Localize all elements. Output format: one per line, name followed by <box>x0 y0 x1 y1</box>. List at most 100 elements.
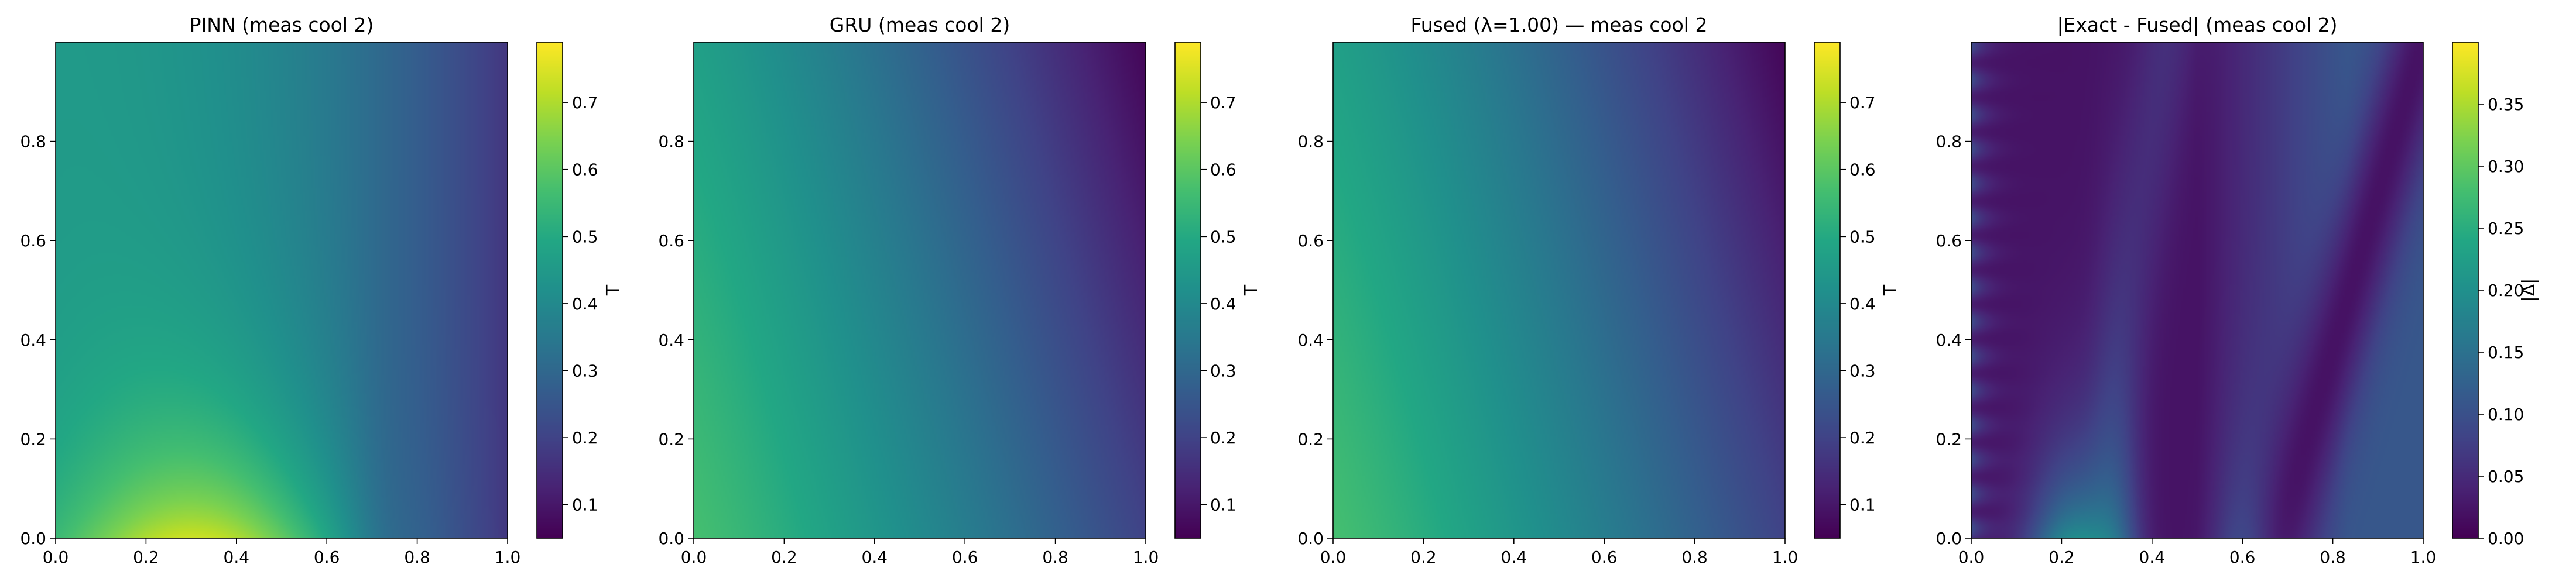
x-tick-label: 0.4 <box>224 548 250 567</box>
y-tick-label: 0.2 <box>1936 429 1962 449</box>
y-tick-label: 0.6 <box>20 231 46 250</box>
y-tick-label: 0.2 <box>20 429 46 449</box>
colorbar-tick-label: 0.2 <box>1849 428 1876 448</box>
y-tick-label: 0.2 <box>1297 429 1324 449</box>
colorbar-tick-label: 0.3 <box>1849 362 1876 381</box>
colorbar-frame <box>536 42 563 539</box>
colorbar-frame <box>1814 42 1841 539</box>
y-tick-label: 0.4 <box>1936 331 1962 350</box>
colorbar-tick-label: 0.5 <box>572 227 598 246</box>
colorbar <box>1175 42 1201 538</box>
colorbar-tick-label: 0.1 <box>572 495 598 515</box>
x-tick-label: 0.8 <box>1042 548 1068 567</box>
colorbar-label: T <box>603 284 624 296</box>
colorbar-tick-label: 0.35 <box>2488 95 2524 114</box>
x-tick-label: 0.8 <box>404 548 430 567</box>
x-tick-label: 0.8 <box>2320 548 2346 567</box>
colorbar-tick-label: 0.20 <box>2488 281 2524 300</box>
colorbar-label: |Δ| <box>2519 278 2539 302</box>
colorbar-tick-label: 0.6 <box>1849 160 1876 180</box>
colorbar-tick-label: 0.05 <box>2488 467 2524 486</box>
x-tick-label: 1.0 <box>2410 548 2437 567</box>
colorbar-tick-label: 0.7 <box>1210 93 1236 112</box>
x-tick-label: 0.2 <box>2049 548 2075 567</box>
colorbar-tick-label: 0.4 <box>1210 294 1236 314</box>
colorbar-tick-label: 0.1 <box>1849 495 1876 515</box>
panel-title: GRU (meas cool 2) <box>830 13 1010 36</box>
y-tick-label: 0.0 <box>658 529 684 548</box>
colorbar-tick-label: 0.5 <box>1849 227 1876 246</box>
colorbar-tick-label: 0.2 <box>572 428 598 448</box>
panel-title: PINN (meas cool 2) <box>190 13 374 36</box>
colorbar-tick-label: 0.7 <box>572 93 598 112</box>
x-tick-label: 0.0 <box>43 548 69 567</box>
x-tick-label: 1.0 <box>495 548 521 567</box>
x-tick-label: 0.0 <box>1320 548 1347 567</box>
colorbar-tick-label: 0.2 <box>1210 428 1236 448</box>
colorbar-tick-label: 0.15 <box>2488 343 2524 362</box>
colorbar <box>2452 42 2478 538</box>
plot-frame <box>1332 42 1786 539</box>
y-tick-label: 0.8 <box>1936 132 1962 152</box>
y-tick-label: 0.6 <box>658 231 684 250</box>
colorbar-frame <box>1174 42 1201 539</box>
colorbar-tick-label: 0.00 <box>2488 529 2524 548</box>
x-tick-label: 0.6 <box>2229 548 2256 567</box>
y-tick-label: 0.4 <box>658 331 684 350</box>
y-tick-label: 0.4 <box>20 331 46 350</box>
colorbar <box>537 42 563 538</box>
colorbar-tick-label: 0.4 <box>1849 294 1876 314</box>
x-tick-label: 0.4 <box>2139 548 2166 567</box>
y-tick-label: 0.0 <box>1936 529 1962 548</box>
colorbar-tick-label: 0.4 <box>572 294 598 314</box>
heatmap-image <box>1333 42 1785 538</box>
colorbar-tick-label: 0.10 <box>2488 405 2524 424</box>
colorbar-tick-label: 0.30 <box>2488 157 2524 176</box>
colorbar-tick-label: 0.7 <box>1849 93 1876 112</box>
x-tick-label: 0.6 <box>952 548 978 567</box>
heatmap-image <box>694 42 1146 538</box>
colorbar-tick-label: 0.25 <box>2488 219 2524 238</box>
x-tick-label: 0.8 <box>1681 548 1708 567</box>
panel-4: |Exact - Fused| (meas cool 2) 0.0 0.2 0.4 0.… <box>1936 13 2539 567</box>
y-tick-label: 0.8 <box>20 132 46 152</box>
colorbar-label: T <box>1241 284 1262 296</box>
y-tick-label: 0.0 <box>20 529 46 548</box>
plot-frame <box>693 42 1146 539</box>
panel-2: GRU (meas cool 2) 0.0 0.2 0.4 0.6 0.8 1.0 0.0 0.… <box>658 13 1262 567</box>
x-tick-label: 0.6 <box>314 548 340 567</box>
x-tick-label: 1.0 <box>1133 548 1159 567</box>
colorbar-tick-label: 0.5 <box>1210 227 1236 246</box>
colorbar-label: T <box>1880 284 1901 296</box>
colorbar-tick-label: 0.1 <box>1210 495 1236 515</box>
heatmap-image <box>1971 42 2423 538</box>
plot-frame <box>55 42 508 539</box>
colorbar-tick-label: 0.3 <box>1210 362 1236 381</box>
x-tick-label: 0.4 <box>862 548 888 567</box>
colorbar <box>1814 42 1840 538</box>
plot-frame <box>1971 42 2424 539</box>
x-tick-label: 0.2 <box>133 548 159 567</box>
colorbar-tick-label: 0.6 <box>1210 160 1236 180</box>
x-tick-label: 0.0 <box>1958 548 1985 567</box>
x-tick-label: 0.6 <box>1591 548 1618 567</box>
panel-title: |Exact - Fused| (meas cool 2) <box>2057 13 2337 36</box>
x-tick-label: 0.0 <box>681 548 707 567</box>
x-tick-label: 0.2 <box>1410 548 1437 567</box>
y-tick-label: 0.0 <box>1297 529 1324 548</box>
x-tick-label: 0.4 <box>1501 548 1527 567</box>
panel-3: Fused (λ=1.00) — meas cool 2 0.0 0.2 0.4 0.6… <box>1297 13 1901 567</box>
panel-1: PINN (meas cool 2) 0.0 0.2 0.4 0.6 0.8 1.0 0.0 0… <box>20 13 624 567</box>
colorbar-tick-label: 0.3 <box>572 362 598 381</box>
colorbar-tick-label: 0.6 <box>572 160 598 180</box>
heatmap-image <box>56 42 508 538</box>
y-tick-label: 0.6 <box>1297 231 1324 250</box>
x-tick-label: 0.2 <box>771 548 797 567</box>
y-tick-label: 0.2 <box>658 429 684 449</box>
y-tick-label: 0.8 <box>658 132 684 152</box>
x-tick-label: 1.0 <box>1772 548 1799 567</box>
panel-title: Fused (λ=1.00) — meas cool 2 <box>1411 13 1708 36</box>
y-tick-label: 0.6 <box>1936 231 1962 250</box>
y-tick-label: 0.8 <box>1297 132 1324 152</box>
